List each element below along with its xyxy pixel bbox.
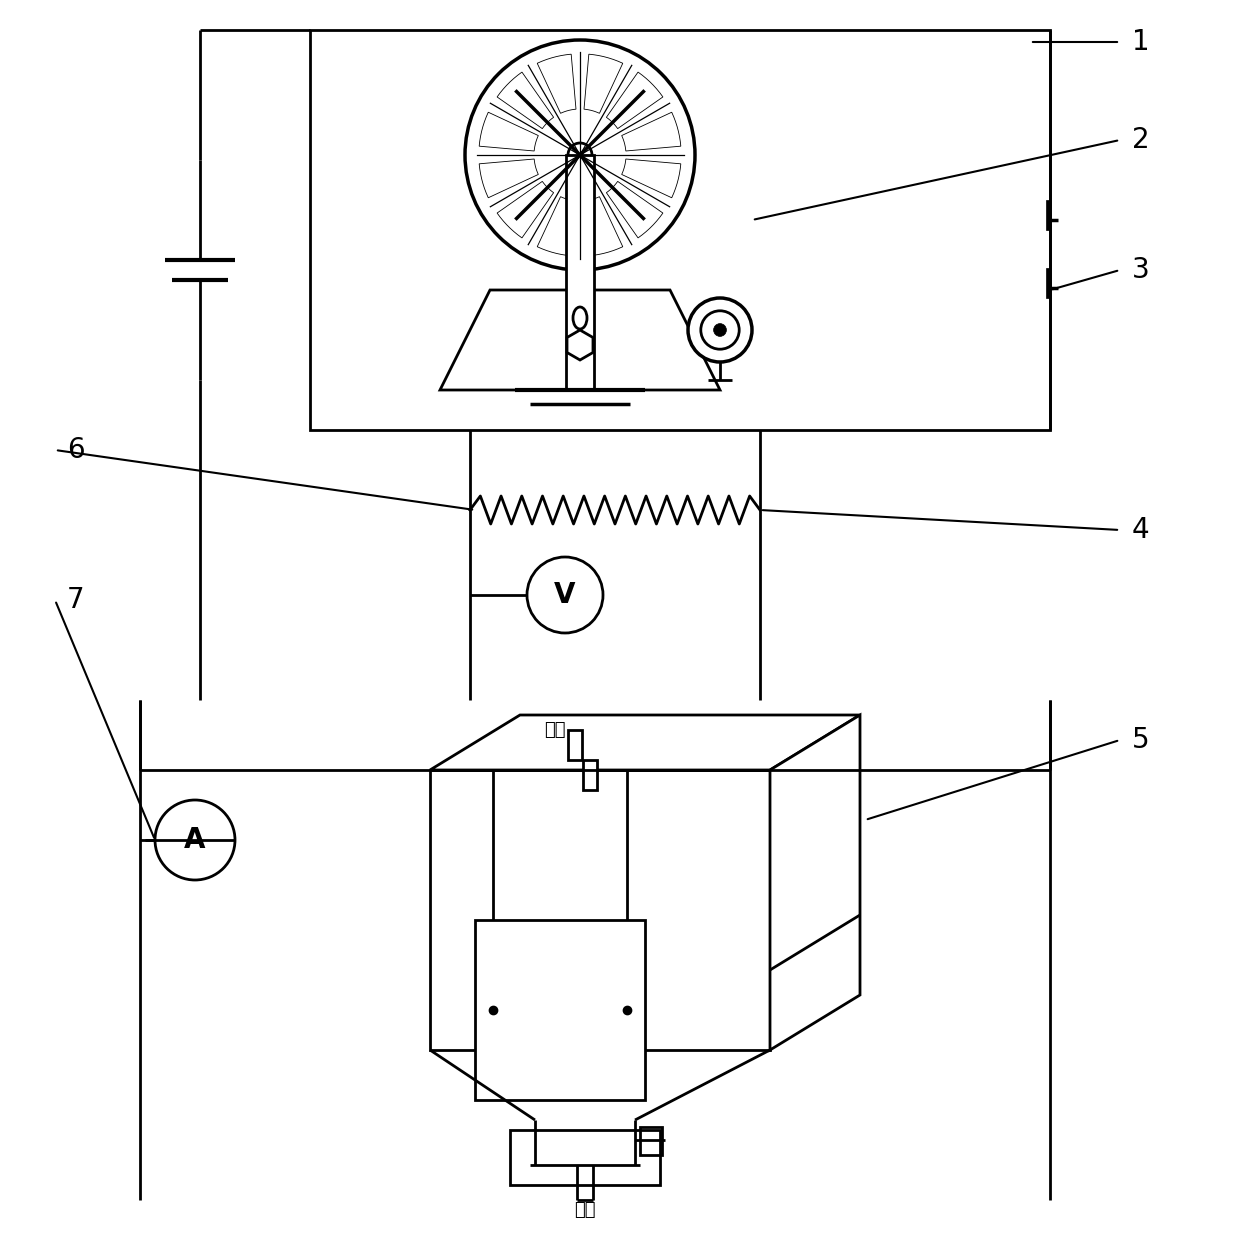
Text: 6: 6 [67, 436, 84, 464]
Polygon shape [440, 290, 720, 390]
Circle shape [688, 298, 751, 362]
Bar [568, 730, 582, 760]
Text: 1: 1 [1132, 28, 1149, 56]
Bar [565, 155, 594, 390]
Text: 出水: 出水 [544, 721, 565, 739]
Bar [1047, 268, 1050, 298]
Bar [430, 770, 770, 1050]
Polygon shape [770, 715, 861, 1050]
Polygon shape [430, 715, 861, 770]
Circle shape [713, 324, 727, 336]
Text: 7: 7 [67, 586, 84, 614]
Text: 3: 3 [1132, 256, 1149, 284]
Text: 5: 5 [1132, 726, 1149, 754]
Circle shape [527, 558, 603, 632]
Polygon shape [567, 330, 593, 360]
Bar [510, 1130, 660, 1185]
Bar [640, 1128, 662, 1155]
Text: 4: 4 [1132, 516, 1149, 544]
Circle shape [155, 800, 236, 880]
Bar [475, 920, 645, 1100]
Text: A: A [185, 826, 206, 854]
Bar [583, 760, 596, 790]
Text: 进水: 进水 [574, 1201, 595, 1219]
Bar [310, 30, 1050, 430]
Text: 2: 2 [1132, 126, 1149, 154]
Ellipse shape [573, 308, 587, 329]
Bar [1047, 200, 1050, 230]
Circle shape [465, 40, 694, 270]
Circle shape [568, 142, 591, 168]
Text: V: V [554, 581, 575, 609]
